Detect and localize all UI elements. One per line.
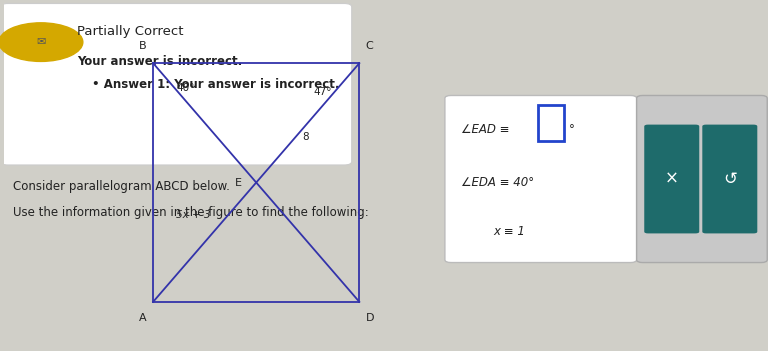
- Text: 5x + 3: 5x + 3: [176, 210, 210, 220]
- Text: A: A: [139, 313, 147, 323]
- FancyBboxPatch shape: [445, 95, 637, 263]
- Text: ×: ×: [665, 170, 679, 188]
- Text: x ≡ 1: x ≡ 1: [493, 225, 525, 238]
- Text: • Answer 1: Your answer is incorrect.: • Answer 1: Your answer is incorrect.: [92, 79, 339, 92]
- Text: ∠EAD ≡: ∠EAD ≡: [461, 124, 509, 137]
- Text: E: E: [235, 178, 242, 188]
- Text: ✉: ✉: [36, 37, 45, 47]
- Text: 47°: 47°: [313, 87, 332, 97]
- Text: D: D: [366, 313, 374, 323]
- Text: ↺: ↺: [723, 170, 737, 188]
- FancyBboxPatch shape: [644, 125, 699, 233]
- Text: C: C: [366, 41, 373, 51]
- Text: °: °: [568, 124, 574, 137]
- FancyBboxPatch shape: [702, 125, 757, 233]
- Circle shape: [0, 23, 83, 61]
- Text: Your answer is incorrect.: Your answer is incorrect.: [77, 55, 242, 68]
- Text: ∠EDA ≡ 40°: ∠EDA ≡ 40°: [461, 176, 534, 189]
- Text: 40°: 40°: [176, 83, 194, 93]
- FancyBboxPatch shape: [0, 4, 352, 165]
- Text: Partially Correct: Partially Correct: [77, 25, 184, 38]
- Text: Consider parallelogram ABCD below.: Consider parallelogram ABCD below.: [13, 180, 230, 193]
- Text: Use the information given in the figure to find the following:: Use the information given in the figure …: [13, 206, 369, 219]
- Text: B: B: [139, 41, 147, 51]
- FancyBboxPatch shape: [538, 105, 564, 141]
- Text: 8: 8: [302, 132, 309, 143]
- FancyBboxPatch shape: [637, 95, 767, 263]
